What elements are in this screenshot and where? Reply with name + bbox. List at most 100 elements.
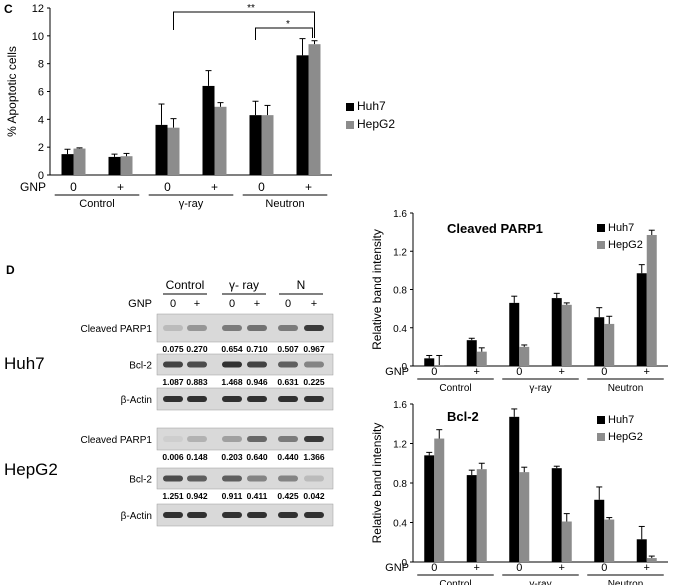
blot-band <box>163 361 183 368</box>
bcl2-y-tick-label: 1.6 <box>393 400 407 411</box>
apoptotic-group-label: Control <box>79 198 114 210</box>
cell-line-huh7: Huh7 <box>4 354 45 373</box>
blot-band <box>304 475 324 482</box>
blot-band <box>222 361 242 368</box>
blot-quant-value: 0.006 <box>162 452 184 462</box>
apoptotic-legend-swatch <box>346 103 354 111</box>
apoptotic-gnp-label: GNP <box>20 180 46 194</box>
blot-band <box>187 512 207 518</box>
blot-quant-value: 0.640 <box>246 452 268 462</box>
blot-gnp-value: 0 <box>170 298 176 310</box>
bcl2-y-tick-label: 0 <box>401 558 407 569</box>
parp1-y-label: Relative band intensity <box>370 229 384 350</box>
panel-letter-c: C <box>4 2 13 16</box>
blot-band <box>187 361 207 368</box>
blot-quant-value: 0.911 <box>222 491 243 501</box>
parp1-legend-swatch <box>597 241 605 249</box>
parp1-group-label: γ-ray <box>529 383 551 394</box>
panel-letter-d: D <box>6 263 15 277</box>
significance-bracket <box>173 11 315 38</box>
apoptotic-y-tick-label: 10 <box>32 31 44 43</box>
parp1-bar-huh7 <box>551 298 562 366</box>
bcl2-y-label: Relative band intensity <box>370 423 384 544</box>
blot-band <box>247 475 267 482</box>
apoptotic-y-tick-label: 4 <box>38 114 44 126</box>
apoptotic-bar-hepg2 <box>73 148 86 175</box>
blot-band <box>247 361 267 368</box>
blot-band <box>304 361 324 368</box>
blot-strip <box>156 353 334 376</box>
parp1-gnp-value: + <box>559 366 565 378</box>
parp1-gnp-value: 0 <box>431 366 437 378</box>
apoptotic-y-tick-label: 12 <box>32 3 44 15</box>
apoptotic-gnp-value: 0 <box>258 180 265 194</box>
blot-row-label: Bcl-2 <box>129 475 152 486</box>
bcl2-group-label: Neutron <box>608 579 644 585</box>
blot-quant-value: 0.148 <box>186 452 208 462</box>
blot-row-label: Cleaved PARP1 <box>80 435 152 446</box>
blot-band <box>247 396 267 402</box>
blot-gnp-value: + <box>311 298 317 310</box>
blot-band <box>187 396 207 402</box>
parp1-bar-huh7 <box>424 358 435 366</box>
apoptotic-bar-huh7 <box>61 154 74 175</box>
blot-band <box>278 436 298 442</box>
blot-quant-value: 0.225 <box>303 377 325 387</box>
apoptotic-y-tick-label: 6 <box>38 87 44 99</box>
blot-band <box>304 396 324 402</box>
apoptotic-legend-label: Huh7 <box>357 99 386 113</box>
apoptotic-bar-huh7 <box>249 115 262 175</box>
blot-band <box>304 325 324 331</box>
parp1-gnp-value: 0 <box>516 366 522 378</box>
parp1-y-tick-label: 1.6 <box>393 209 407 220</box>
blot-group-label: γ- ray <box>229 278 259 292</box>
bcl2-gnp-value: + <box>644 562 650 574</box>
parp1-gnp-label: GNP <box>385 366 409 378</box>
apoptotic-bar-hepg2 <box>214 106 227 175</box>
parp1-group-label: Neutron <box>608 383 644 394</box>
blot-gnp-value: + <box>254 298 260 310</box>
bcl2-bar-hepg2 <box>434 438 445 562</box>
bcl2-title: Bcl-2 <box>447 409 479 424</box>
blot-band <box>187 325 207 331</box>
blot-band <box>222 475 242 482</box>
blot-quant-value: 0.631 <box>277 377 299 387</box>
parp1-bar-hepg2 <box>604 323 615 366</box>
apoptotic-legend-swatch <box>346 121 354 129</box>
parp1-gnp-value: + <box>644 366 650 378</box>
apoptotic-bar-huh7 <box>202 85 215 175</box>
blot-gnp-label: GNP <box>128 298 152 310</box>
apoptotic-y-tick-label: 2 <box>38 142 44 154</box>
blot-quant-value: 1.087 <box>162 377 184 387</box>
bcl2-bar-hepg2 <box>561 521 572 562</box>
bcl2-gnp-label: GNP <box>385 562 409 574</box>
cell-line-hepg2: HepG2 <box>4 460 58 479</box>
blot-band <box>163 396 183 402</box>
blot-band <box>278 475 298 482</box>
blot-quant-value: 0.270 <box>186 344 208 354</box>
blot-quant-value: 0.883 <box>186 377 208 387</box>
blot-band <box>247 512 267 518</box>
blot-row-label: Cleaved PARP1 <box>80 324 152 335</box>
parp1-y-tick-label: 0.4 <box>393 324 407 335</box>
blot-band <box>163 436 183 442</box>
bcl2-gnp-value: 0 <box>431 562 437 574</box>
blot-band <box>278 361 298 368</box>
parp1-bar-huh7 <box>509 302 520 366</box>
bcl2-bar-hepg2 <box>476 469 487 562</box>
parp1-y-tick-label: 0.8 <box>393 286 407 297</box>
apoptotic-bar-hepg2 <box>167 127 180 175</box>
bcl2-gnp-value: + <box>474 562 480 574</box>
parp1-gnp-value: + <box>474 366 480 378</box>
blot-gnp-value: + <box>194 298 200 310</box>
parp1-bar-huh7 <box>466 340 477 366</box>
blot-band <box>278 512 298 518</box>
blot-strip <box>156 387 334 411</box>
significance-marker: ** <box>247 3 255 14</box>
bcl2-group-label: γ-ray <box>529 579 551 585</box>
bcl2-group-label: Control <box>439 579 471 585</box>
apoptotic-bar-huh7 <box>155 124 168 175</box>
